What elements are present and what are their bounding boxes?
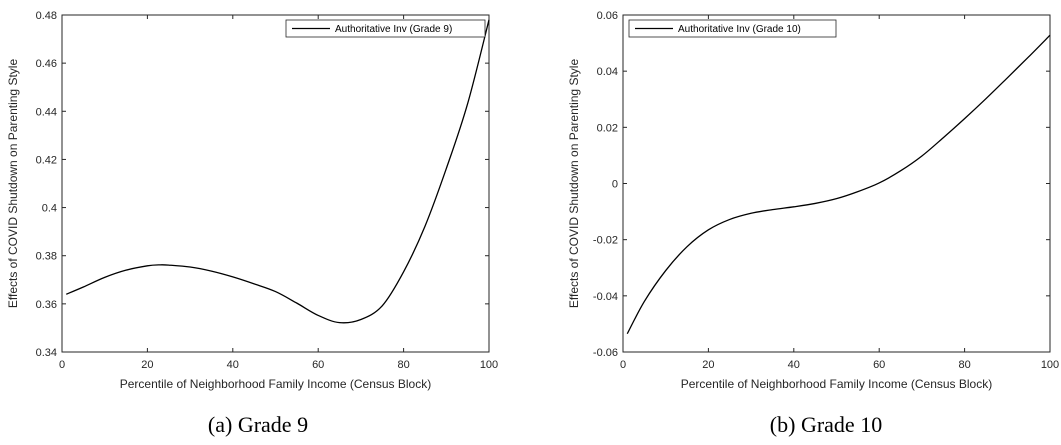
chart-panel-grade-9: 0 20 40 60 80 100 0.34 0.36 0.38 0.4 0.42 0.44 0.46… xyxy=(6,10,498,437)
x-axis-label: Percentile of Neighborhood Family Income… xyxy=(120,377,431,391)
x-axis-label: Percentile of Neighborhood Family Income… xyxy=(681,377,992,391)
x-axis: 0 20 40 60 80 100 xyxy=(620,15,1059,371)
x-tick-label: 40 xyxy=(227,359,239,371)
chart-panel-grade-10: 0 20 40 60 80 100 -0.06 -0.04 -0.02 0 0.02 0.04 0.0… xyxy=(567,10,1059,437)
y-tick-label: 0.46 xyxy=(36,58,57,70)
y-tick-label: 0.48 xyxy=(36,10,57,22)
legend: Authoritative Inv (Grade 10) xyxy=(628,19,837,38)
y-tick-label: -0.02 xyxy=(593,235,618,247)
y-tick-label: 0.06 xyxy=(597,10,618,22)
legend-label: Authoritative Inv (Grade 9) xyxy=(335,24,452,35)
y-tick-label: -0.04 xyxy=(593,291,618,303)
x-tick-label: 20 xyxy=(702,359,714,371)
y-tick-label: 0.36 xyxy=(36,299,57,311)
x-tick-label: 60 xyxy=(873,359,885,371)
y-tick-label: 0.44 xyxy=(36,106,57,118)
y-tick-label: 0.38 xyxy=(36,251,57,263)
series-line-authoritative-inv-grade-10 xyxy=(626,34,1051,335)
y-axis: -0.06 -0.04 -0.02 0 0.02 0.04 0.06 xyxy=(593,10,1050,359)
x-tick-label: 100 xyxy=(1041,359,1059,371)
x-tick-label: 0 xyxy=(59,359,65,371)
x-tick-label: 40 xyxy=(788,359,800,371)
x-tick-label: 80 xyxy=(958,359,970,371)
x-axis: 0 20 40 60 80 100 xyxy=(59,15,498,371)
y-tick-label: -0.06 xyxy=(593,347,618,359)
legend-box xyxy=(285,19,486,38)
x-tick-label: 60 xyxy=(312,359,324,371)
y-tick-label: 0.4 xyxy=(42,203,57,215)
legend: Authoritative Inv (Grade 9) xyxy=(285,19,486,38)
plot-area xyxy=(622,14,1051,353)
y-tick-label: 0.02 xyxy=(597,122,618,134)
y-tick-label: 0 xyxy=(612,179,618,191)
y-axis-label: Effects of COVID Shutdown on Parenting S… xyxy=(6,59,20,309)
y-tick-label: 0.34 xyxy=(36,347,57,359)
x-tick-label: 100 xyxy=(480,359,498,371)
panel-caption: (b) Grade 10 xyxy=(770,412,882,437)
y-tick-label: 0.42 xyxy=(36,154,57,166)
series-line-authoritative-inv-grade-9 xyxy=(66,19,490,324)
panel-caption: (a) Grade 9 xyxy=(208,412,308,437)
x-tick-label: 20 xyxy=(141,359,153,371)
y-axis: 0.34 0.36 0.38 0.4 0.42 0.44 0.46 0.48 xyxy=(36,10,489,359)
y-tick-label: 0.04 xyxy=(597,66,618,78)
y-axis-label: Effects of COVID Shutdown on Parenting S… xyxy=(567,59,581,309)
plot-area xyxy=(61,14,490,353)
legend-label: Authoritative Inv (Grade 10) xyxy=(678,24,801,35)
x-tick-label: 0 xyxy=(620,359,626,371)
legend-box xyxy=(628,19,837,38)
x-tick-label: 80 xyxy=(397,359,409,371)
